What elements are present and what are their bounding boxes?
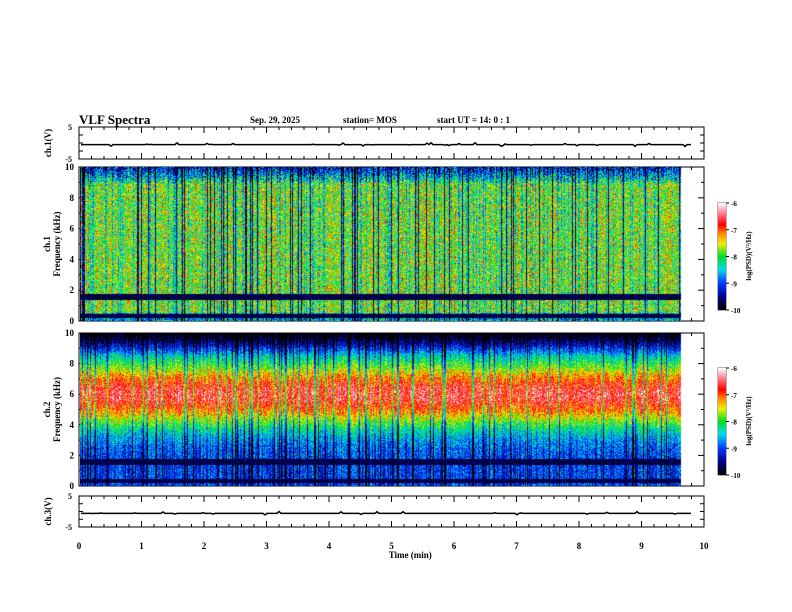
ch3-ytick-label: 5 [68,492,72,501]
ch1-spec-ytick-label: 10 [65,162,75,172]
x-tick-label: 0 [77,541,82,551]
ch1-spec-ytick-label: 6 [70,224,75,234]
ch1-spec-colorbar-tick-label: -7 [731,227,737,235]
ch1-spec-ytick-label: 0 [70,316,75,326]
ch2-spec-ytick-label: 10 [65,328,75,338]
ch1-ytick-label: -5 [65,155,72,164]
start-time-label: start UT = 14: 0 : 1 [437,115,510,125]
ch1-spec-colorbar-tick-label: -10 [731,307,741,315]
x-tick-label: 5 [389,541,394,551]
date-label: Sep. 29, 2025 [250,115,301,125]
station-label: station= MOS [343,115,397,125]
ch1-spec-ylabel-channel: ch.1 [42,236,52,252]
ch2-spec-colorbar-tick-label: -9 [731,445,737,453]
x-tick-label: 10 [700,541,710,551]
x-axis-label: Time (min) [389,550,432,560]
x-tick-label: 4 [327,541,332,551]
ch1-spec-colorbar-tick-label: -6 [731,200,737,208]
ch1-spec-colorbar-tick-label: -8 [731,254,737,262]
ch3-waveform-line [81,510,691,516]
ch2-spec-ytick-label: 8 [70,359,75,369]
ch2-spec-ylabel-channel: ch.2 [42,401,52,417]
ch2-spec-colorbar-tick-label: -10 [731,472,741,480]
ch1-ytick-label: 5 [68,123,72,132]
ch1-ylabel: ch.1(V) [43,129,53,157]
ch2-spectrogram-heatmap [80,333,693,486]
x-tick-label: 9 [639,541,644,551]
x-tick-label: 6 [452,541,457,551]
ch1-spec-ylabel: Frequency (kHz) [52,211,62,276]
figure-title: VLF Spectra [79,112,151,127]
ch1-spec-ytick-label: 8 [70,193,75,203]
x-tick-label: 2 [202,541,207,551]
ch1-spectrogram-heatmap [80,167,693,321]
x-tick-label: 3 [264,541,269,551]
ch2-spec-colorbar-tick-label: -8 [731,419,737,427]
ch2-spec-ytick-label: 2 [70,450,75,460]
x-tick-label: 1 [139,541,144,551]
x-tick-label: 8 [577,541,582,551]
ch3-ylabel: ch.3(V) [43,497,53,525]
ch3-ytick-label: -5 [65,523,72,532]
ch2-spec-ytick-label: 4 [70,420,75,430]
ch2-spec-colorbar-tick-label: -6 [731,365,737,373]
ch2-spec-ytick-label: 6 [70,389,75,399]
ch2-colorbar [718,368,726,475]
ch1-waveform-line [81,141,691,148]
ch2-spec-ytick-label: 0 [70,481,75,491]
x-tick-label: 7 [514,541,519,551]
ch1-spec-ytick-label: 2 [70,285,75,295]
ch2-spec-colorbar-label: log(PSD)(V²/Hz) [745,396,753,446]
ch1-spec-colorbar-tick-label: -9 [731,280,737,288]
ch1-spec-ytick-label: 4 [70,254,75,264]
ch1-colorbar [718,203,726,310]
ch2-spec-colorbar-tick-label: -7 [731,392,737,400]
ch1-spec-colorbar-label: log(PSD)(V²/Hz) [745,231,753,281]
ch2-spec-ylabel: Frequency (kHz) [52,377,62,442]
